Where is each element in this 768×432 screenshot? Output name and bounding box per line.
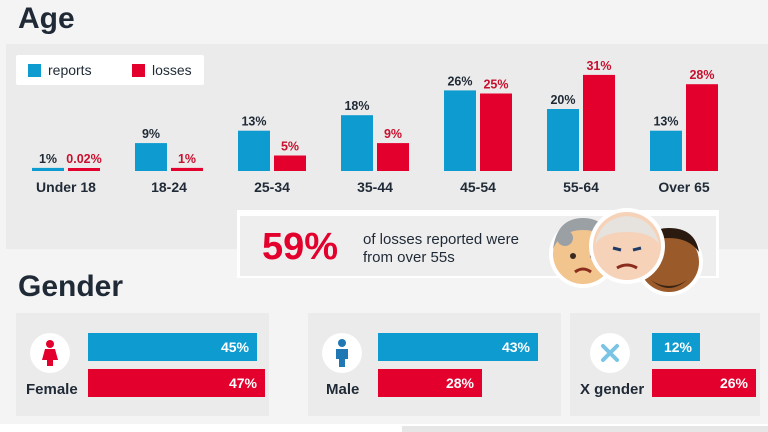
grandpa-face-icon xyxy=(589,208,665,284)
legend-swatch-losses xyxy=(132,64,145,77)
bar-losses-6 xyxy=(686,84,718,171)
bar-label-reports-0: 1% xyxy=(39,152,57,166)
gender-bar-reports-2: 12% xyxy=(652,333,700,361)
bar-losses-4 xyxy=(480,93,512,171)
bar-losses-2 xyxy=(274,155,306,171)
bar-losses-3 xyxy=(377,143,409,171)
bar-reports-3 xyxy=(341,115,373,171)
bar-label-losses-5: 31% xyxy=(586,59,611,73)
bar-losses-1 xyxy=(171,167,203,171)
gender-card-male: Male xyxy=(308,313,561,416)
bar-label-losses-4: 25% xyxy=(483,78,508,92)
gender-label-x: X gender xyxy=(580,381,645,398)
x-gender-icon xyxy=(590,333,630,373)
age-title: Age xyxy=(18,2,75,35)
gender-label-female: Female xyxy=(26,381,78,398)
category-label-1: 18-24 xyxy=(151,179,187,195)
legend-swatch-reports xyxy=(28,64,41,77)
bar-label-reports-1: 9% xyxy=(142,127,160,141)
legend-label-reports: reports xyxy=(48,62,92,78)
bar-label-reports-3: 18% xyxy=(344,99,369,113)
gender-bar-reports-0: 45% xyxy=(88,333,257,361)
gender-bar-losses-2: 26% xyxy=(652,369,756,397)
bar-losses-5 xyxy=(583,74,615,171)
bottom-strip xyxy=(0,424,768,432)
gender-label-male: Male xyxy=(326,381,360,398)
legend: reports losses xyxy=(16,55,204,85)
category-label-6: Over 65 xyxy=(658,179,710,195)
bar-reports-6 xyxy=(650,130,682,171)
callout-percent: 59% xyxy=(262,226,339,268)
callout-text: of losses reported were from over 55s xyxy=(363,231,519,266)
bar-label-reports-2: 13% xyxy=(241,115,266,129)
bar-label-losses-1: 1% xyxy=(178,152,196,166)
gender-bar-reports-1: 43% xyxy=(378,333,538,361)
bar-reports-2 xyxy=(238,130,270,171)
bar-label-losses-0: 0.02% xyxy=(66,152,101,166)
bar-label-reports-5: 20% xyxy=(550,93,575,107)
gender-bar-label-losses-2: 26% xyxy=(719,375,748,391)
gender-title: Gender xyxy=(18,270,124,303)
bar-label-losses-3: 9% xyxy=(384,127,402,141)
gender-card-female: Female xyxy=(16,313,269,416)
bar-reports-1 xyxy=(135,143,167,171)
legend-label-losses: losses xyxy=(152,62,192,78)
category-label-2: 25-34 xyxy=(254,179,290,195)
gender-bar-label-reports-1: 43% xyxy=(501,339,530,355)
bar-label-reports-6: 13% xyxy=(653,115,678,129)
bar-reports-0 xyxy=(32,167,64,171)
category-label-0: Under 18 xyxy=(36,179,96,195)
gender-bar-label-losses-1: 28% xyxy=(445,375,474,391)
category-label-5: 55-64 xyxy=(563,179,599,195)
bottom-panel-edge xyxy=(402,426,768,432)
gender-bar-label-losses-0: 47% xyxy=(228,375,257,391)
male-icon xyxy=(322,333,362,373)
bar-label-losses-6: 28% xyxy=(689,68,714,82)
gender-bar-label-reports-0: 45% xyxy=(220,339,249,355)
bar-label-losses-2: 5% xyxy=(281,140,299,154)
bar-losses-0 xyxy=(68,168,100,171)
female-icon xyxy=(30,333,70,373)
gender-bar-losses-0: 47% xyxy=(88,369,265,397)
category-label-3: 35-44 xyxy=(357,179,393,195)
category-label-4: 45-54 xyxy=(460,179,496,195)
bar-label-reports-4: 26% xyxy=(447,74,472,88)
gender-bar-label-reports-2: 12% xyxy=(663,339,692,355)
elderly-faces-illustration xyxy=(549,208,703,296)
gender-bar-losses-1: 28% xyxy=(378,369,482,397)
bar-reports-4 xyxy=(444,90,476,171)
bar-reports-5 xyxy=(547,109,579,171)
gender-card-x: X gender xyxy=(570,313,760,416)
